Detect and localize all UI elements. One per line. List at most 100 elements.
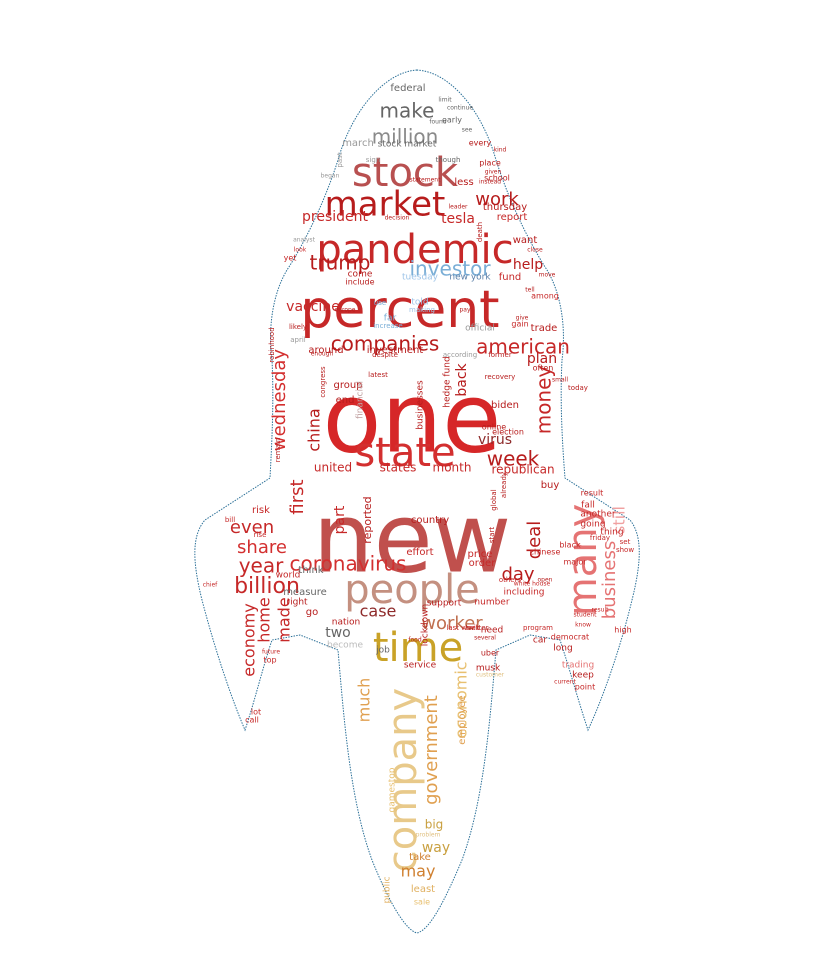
cloud-word: become: [327, 641, 363, 651]
cloud-word: sign: [366, 156, 380, 164]
cloud-word: start: [488, 527, 496, 544]
cloud-word: latest: [368, 371, 388, 379]
cloud-word: new: [313, 482, 511, 594]
cloud-word: point: [575, 683, 595, 692]
cloud-word: increase: [373, 322, 403, 330]
cloud-word: already: [500, 472, 508, 498]
cloud-word: major: [563, 558, 587, 567]
cloud-word: stock market: [378, 140, 437, 150]
cloud-word: biden: [491, 400, 519, 411]
cloud-word: investor: [409, 257, 491, 281]
cloud-word: coronavirus: [290, 552, 407, 576]
cloud-word: companies: [331, 332, 440, 356]
cloud-word: back: [454, 362, 470, 396]
cloud-word: top: [263, 656, 276, 665]
cloud-word: take: [409, 852, 431, 863]
cloud-word: official: [465, 324, 495, 334]
cloud-word: according: [443, 351, 477, 359]
cloud-word: last week: [446, 624, 480, 632]
cloud-word: least: [411, 884, 435, 895]
cloud-word: white house: [514, 581, 551, 588]
cloud-word: billion: [234, 574, 300, 599]
cloud-word: small: [552, 377, 568, 384]
cloud-word: among: [531, 292, 559, 301]
cloud-word: give: [516, 315, 529, 322]
cloud-word: tell: [525, 287, 535, 294]
cloud-word: tuesday: [402, 273, 439, 283]
cloud-word: decision: [385, 215, 410, 222]
rocket-outline: [194, 69, 640, 934]
cloud-word: need: [481, 626, 504, 636]
cloud-word: chinese: [530, 548, 561, 557]
cloud-word: work: [475, 189, 519, 210]
cloud-word: think: [298, 565, 323, 576]
cloud-word: april: [290, 336, 306, 344]
cloud-word: one: [323, 362, 502, 474]
cloud-word: go: [306, 607, 318, 618]
cloud-word: business: [599, 541, 620, 619]
cloud-word: many: [560, 504, 606, 617]
cloud-word: kind: [494, 147, 507, 154]
cloud-word: part: [332, 505, 348, 534]
cloud-word: far: [384, 314, 397, 324]
cloud-word: online: [482, 423, 506, 432]
cloud-word: leader: [448, 204, 468, 211]
cloud-word: high: [614, 626, 631, 635]
cloud-word: several: [474, 635, 496, 642]
cloud-word: europe: [335, 307, 356, 314]
cloud-word: program: [523, 624, 553, 632]
cloud-word: republican: [491, 463, 554, 477]
cloud-word: another: [580, 510, 615, 520]
cloud-word: yet: [284, 254, 297, 263]
cloud-word: nation: [332, 618, 360, 628]
cloud-word: much: [355, 678, 374, 723]
cloud-word: former: [488, 351, 512, 359]
cloud-word: wednesday: [269, 349, 290, 452]
cloud-word: close: [527, 247, 543, 254]
cloud-word: china: [305, 408, 324, 451]
cloud-word: others: [499, 576, 522, 584]
cloud-word: new york: [449, 273, 491, 283]
cloud-word: american: [476, 335, 570, 359]
cloud-word: keep: [572, 671, 594, 681]
cloud-word: make: [380, 99, 435, 123]
cloud-word: week: [487, 447, 540, 471]
cloud-word: problem: [416, 832, 441, 839]
cloud-word: report: [497, 212, 528, 223]
cloud-word: current: [554, 679, 576, 686]
cloud-word: end: [336, 395, 355, 406]
cloud-word: told: [411, 298, 428, 308]
cloud-word: analyst: [293, 237, 316, 244]
cloud-word: began: [321, 173, 340, 180]
cloud-word: trading: [562, 661, 594, 671]
cloud-word: statement: [410, 177, 442, 184]
cloud-word: see: [462, 127, 473, 134]
cloud-word: investment: [367, 345, 424, 356]
cloud-word: musk: [476, 664, 501, 674]
cloud-word: time: [373, 625, 463, 671]
cloud-word: first: [287, 479, 308, 514]
cloud-word: effort: [406, 547, 433, 558]
cloud-word: food: [408, 637, 421, 644]
cloud-word: buy: [541, 480, 560, 491]
cloud-word: gamestop: [388, 767, 398, 812]
cloud-word: states: [380, 461, 417, 475]
cloud-word: want: [513, 235, 538, 246]
cloud-word: death: [476, 222, 484, 242]
cloud-word: result: [592, 607, 610, 614]
cloud-word: businesses: [416, 380, 426, 430]
cloud-word: set: [620, 538, 631, 546]
cloud-word: going: [580, 520, 605, 530]
cloud-word: lockdown: [421, 604, 431, 646]
cloud-word: vaccine: [286, 299, 340, 315]
cloud-word: reported: [361, 496, 374, 543]
cloud-word: car: [533, 636, 547, 646]
cloud-word: open: [538, 577, 553, 584]
cloud-word: market: [325, 185, 446, 225]
cloud-word: percent: [300, 280, 499, 340]
cloud-word: remain: [274, 438, 282, 463]
cloud-word: fall: [581, 501, 595, 511]
cloud-word: bill: [225, 516, 235, 524]
cloud-word: job: [375, 646, 390, 656]
